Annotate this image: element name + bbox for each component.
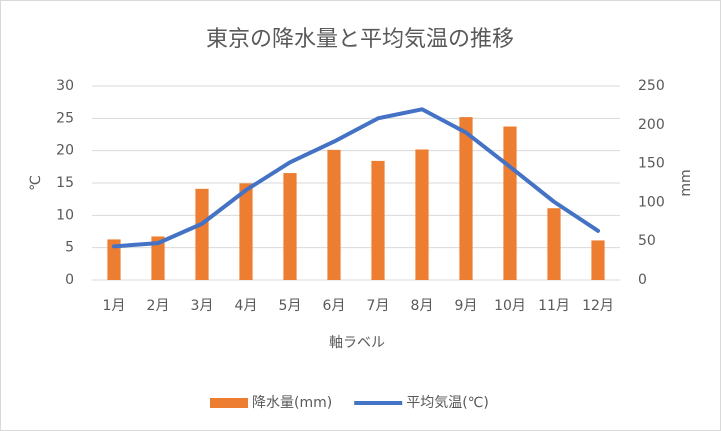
y-tick-label: 0 [65,272,74,288]
y-tick-label: 15 [56,175,74,191]
y-tick-label: 25 [56,110,74,126]
y2-axis-label: mm [678,169,694,196]
bar [151,236,165,280]
x-tick-label: 11月 [538,298,570,314]
bar [415,149,429,280]
bar [459,117,473,280]
y-axis-label: ℃ [28,175,44,191]
legend-label: 平均気温(℃) [406,395,489,411]
x-tick-label: 9月 [455,298,478,314]
y2-tick-label: 200 [638,117,665,133]
x-axis-label: 軸ラベル [329,335,385,351]
legend-swatch [210,398,248,408]
y2-tick-label: 50 [638,233,656,249]
x-tick-label: 6月 [323,298,346,314]
bar [107,239,121,280]
bar [327,149,341,280]
x-tick-label: 12月 [582,298,614,314]
bar [547,208,561,280]
bar [591,240,605,280]
y2-tick-label: 250 [638,78,665,94]
x-tick-label: 7月 [367,298,390,314]
line [112,107,600,249]
y-tick-label: 20 [56,143,74,159]
chart-title: 東京の降水量と平均気温の推移 [206,27,514,52]
x-tick-label: 5月 [279,298,302,314]
x-tick-label: 10月 [494,298,526,314]
y-tick-label: 5 [65,240,74,256]
x-tick-label: 1月 [103,298,126,314]
bar [239,183,253,280]
y-tick-label: 10 [56,207,74,223]
bar [371,160,385,280]
y2-tick-label: 100 [638,194,665,210]
x-tick-label: 2月 [147,298,170,314]
x-tick-label: 4月 [235,298,258,314]
legend-label: 降水量(mm) [252,395,332,411]
y2-tick-label: 150 [638,156,665,172]
y-tick-label: 30 [56,78,74,94]
bar [283,173,297,280]
x-tick-label: 3月 [191,298,214,314]
y2-tick-label: 0 [638,272,647,288]
x-tick-label: 8月 [411,298,434,314]
bar [503,126,517,280]
bar [195,188,209,280]
